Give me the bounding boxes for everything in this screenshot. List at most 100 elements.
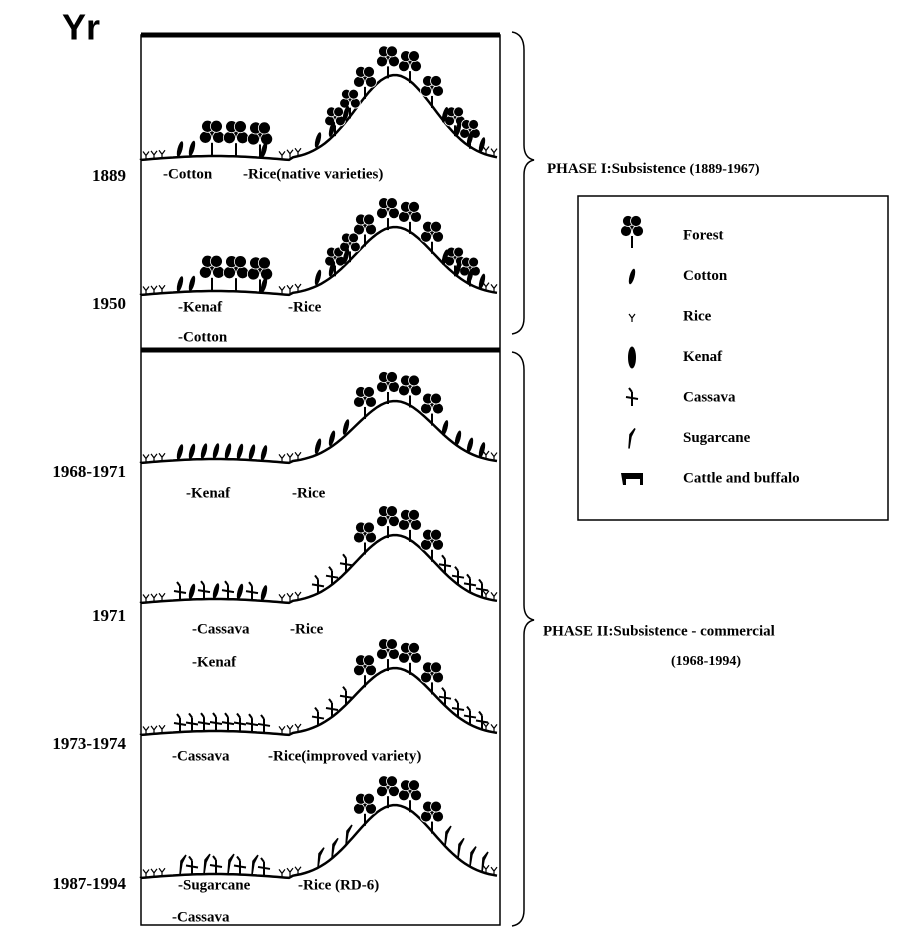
leaf xyxy=(365,802,377,815)
year-label: 1889 xyxy=(92,166,126,185)
rice-icon xyxy=(150,868,158,877)
rice-icon xyxy=(142,151,150,160)
crop-label: -Kenaf xyxy=(178,299,223,315)
leaf xyxy=(246,132,260,146)
sugarcane-icon xyxy=(444,825,452,847)
sugarcane-icon xyxy=(179,854,187,876)
cassava-icon xyxy=(463,573,477,593)
tree-icon xyxy=(353,792,377,826)
tree-icon xyxy=(376,638,400,672)
rice-icon xyxy=(150,725,158,734)
crop-icon xyxy=(176,276,184,292)
leaf xyxy=(420,810,432,823)
leaf xyxy=(222,266,236,280)
legend-label: Sugarcane xyxy=(683,430,751,446)
cassava-icon xyxy=(257,857,271,876)
rice-icon xyxy=(142,594,150,603)
leaf xyxy=(388,55,400,68)
tree-icon xyxy=(222,255,250,292)
cassava-icon xyxy=(197,580,211,600)
leaf xyxy=(353,531,365,544)
tree-icon xyxy=(398,779,422,813)
tree-icon xyxy=(324,246,346,277)
leaf xyxy=(376,207,388,219)
crop-icon xyxy=(224,443,232,459)
leaf xyxy=(388,207,400,219)
crop-icon xyxy=(454,260,462,277)
leaf xyxy=(468,119,479,130)
rice-icon xyxy=(490,591,498,601)
leaf xyxy=(468,256,479,268)
tree-icon xyxy=(398,374,422,408)
rice-icon xyxy=(294,723,302,733)
leaf xyxy=(257,256,271,270)
crop-icon xyxy=(328,430,336,447)
rice-icon xyxy=(150,150,158,159)
leaf xyxy=(363,654,375,667)
tree-icon xyxy=(339,232,361,263)
cassava-icon xyxy=(451,698,465,717)
leaf xyxy=(236,266,250,280)
crop-label: -Rice(improved variety) xyxy=(268,748,421,764)
cassava-icon xyxy=(451,566,465,585)
rice-icon xyxy=(150,593,158,602)
leaf xyxy=(388,785,400,798)
leaf xyxy=(430,528,442,541)
crop-label: -Cotton xyxy=(163,166,213,182)
sugarcane-icon xyxy=(317,847,325,868)
crop-label: -Sugarcane xyxy=(178,877,251,893)
phase-label: PHASE II:Subsistence - commercial xyxy=(543,623,775,639)
rice-icon xyxy=(286,724,294,734)
tree-icon xyxy=(324,106,346,137)
leaf xyxy=(386,197,398,209)
crop-icon xyxy=(441,249,449,265)
leaf xyxy=(630,215,642,227)
tree-icon xyxy=(198,254,226,292)
crop-icon xyxy=(212,583,220,599)
cassava-icon xyxy=(233,712,247,732)
leaf xyxy=(348,88,359,100)
leaf xyxy=(398,60,410,72)
rice-icon xyxy=(278,150,286,160)
leaf xyxy=(333,106,344,118)
legend-label: Rice xyxy=(683,308,712,324)
sugarcane-icon xyxy=(203,853,211,875)
leaf xyxy=(410,60,422,72)
leaf xyxy=(430,661,442,674)
leaf xyxy=(365,396,377,408)
hill xyxy=(139,666,498,737)
cassava-icon xyxy=(438,687,452,706)
leaf xyxy=(420,230,432,243)
sugarcane-icon xyxy=(457,837,465,859)
rice-icon xyxy=(294,866,302,875)
rice-icon xyxy=(628,313,636,322)
leaf xyxy=(430,220,442,233)
crop-icon xyxy=(188,275,196,292)
crop-icon xyxy=(478,137,486,153)
rice-icon xyxy=(142,286,150,295)
leaf xyxy=(363,65,375,78)
crop-icon xyxy=(342,105,350,122)
crop-label: -Rice xyxy=(292,485,326,501)
rice-icon xyxy=(294,451,302,461)
tree-icon xyxy=(198,119,226,157)
hill xyxy=(139,399,498,465)
sugarcane-icon xyxy=(481,851,489,873)
leaf xyxy=(350,97,361,109)
leaf xyxy=(398,651,410,664)
leaf xyxy=(209,119,223,133)
crop-icon xyxy=(466,437,474,454)
leaf xyxy=(408,200,420,213)
leaf xyxy=(236,131,250,145)
kenaf-icon xyxy=(628,346,636,369)
cassava-icon xyxy=(257,714,271,733)
rice-icon xyxy=(158,592,166,602)
cassava-icon xyxy=(311,574,325,594)
leaf xyxy=(420,402,432,415)
year-label: 1971 xyxy=(92,606,126,625)
cassava-icon xyxy=(185,712,199,732)
leaf xyxy=(363,213,375,226)
rice-icon xyxy=(158,724,166,734)
tree-icon xyxy=(459,119,481,149)
